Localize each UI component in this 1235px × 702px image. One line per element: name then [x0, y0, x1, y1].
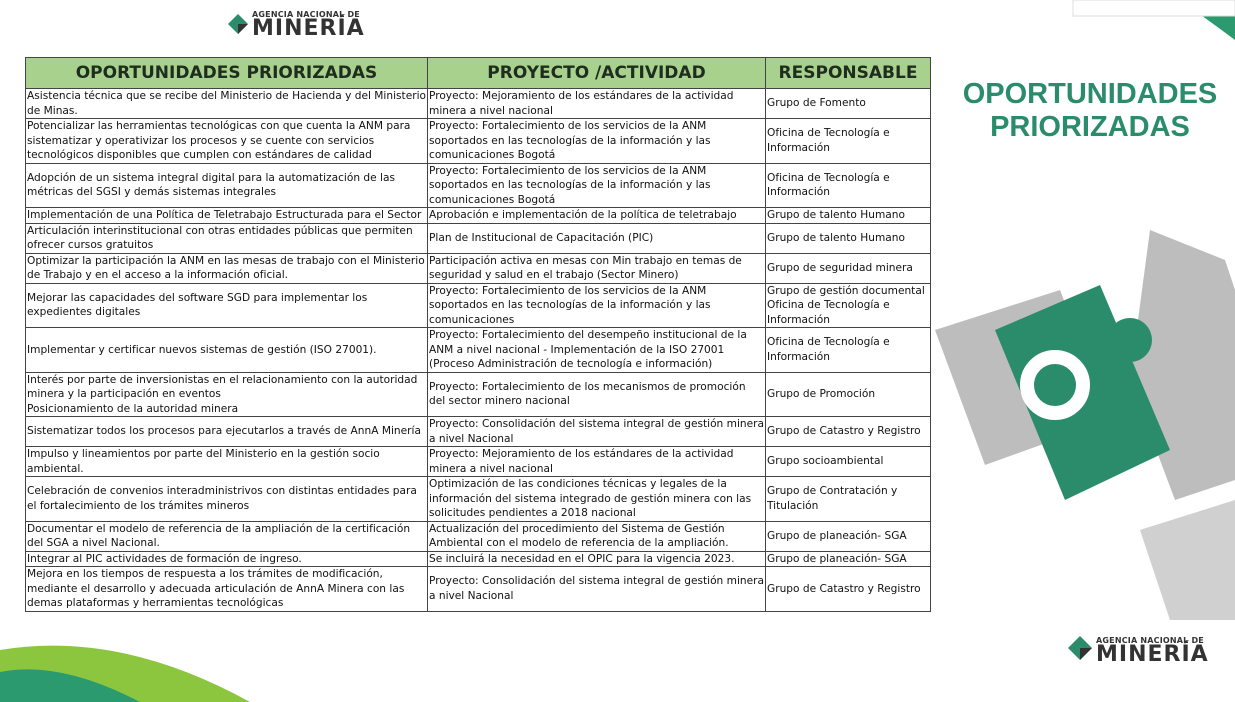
table-cell: Aprobación e implementación de la políti… [427, 207, 766, 224]
logo-line: MINERÍA [252, 16, 365, 41]
table-cell: Impulso y lineamientos por parte del Min… [25, 446, 428, 477]
table-cell: Documentar el modelo de referencia de la… [25, 520, 428, 552]
table-cell: Grupo de Promoción [765, 371, 931, 417]
table-cell: Implementación de una Política de Teletr… [25, 207, 428, 224]
puzzle-knob [1108, 318, 1152, 362]
table-cell: Proyecto: Fortalecimiento de los mecanis… [427, 371, 766, 417]
table-cell: Plan de Institucional de Capacitación (P… [427, 222, 766, 254]
table-cell: Implementar y certificar nuevos sistemas… [25, 327, 428, 373]
table-cell: Grupo de talento Humano [765, 207, 931, 224]
column-header: PROYECTO /ACTIVIDAD [427, 57, 766, 89]
table-row: Sistematizar todos los procesos para eje… [25, 416, 931, 447]
table-cell: Proyecto: Consolidación del sistema inte… [427, 416, 766, 447]
table-row: Mejora en los tiempos de respuesta a los… [25, 566, 931, 612]
table-cell: Grupo de talento Humano [765, 222, 931, 254]
table-cell: Sistematizar todos los procesos para eje… [25, 416, 428, 447]
logo-text: AGENCIA NACIONAL DE MINERÍA [1096, 636, 1209, 667]
table-cell: Grupo de Fomento [765, 88, 931, 119]
bottom-blob-inner [0, 669, 140, 702]
logo-text: AGENCIA NACIONAL DE MINERÍA [252, 10, 365, 41]
table-body: Asistencia técnica que se recibe del Min… [25, 88, 931, 612]
table-cell: Grupo de gestión documental Oficina de T… [765, 282, 931, 328]
column-header: OPORTUNIDADES PRIORIZADAS [25, 57, 428, 89]
header-row: OPORTUNIDADES PRIORIZADAS PROYECTO /ACTIV… [25, 57, 931, 89]
table-row: Optimizar la participación la ANM en las… [25, 252, 931, 284]
table-row: Documentar el modelo de referencia de la… [25, 520, 931, 552]
table-cell: Proyecto: Mejoramiento de los estándares… [427, 446, 766, 477]
table-cell: Adopción de un sistema integral digital … [25, 162, 428, 208]
table-cell: Grupo de planeación- SGA [765, 550, 931, 567]
table-row: Implementación de una Política de Teletr… [25, 207, 931, 224]
table-cell: Celebración de convenios interadministri… [25, 476, 428, 522]
side-title: OPORTUNIDADES PRIORIZADAS [962, 78, 1218, 143]
table-cell: Oficina de Tecnología e Información [765, 118, 931, 164]
table: OPORTUNIDADES PRIORIZADAS PROYECTO /ACTIV… [25, 57, 931, 612]
logo-line: AGENCIA NACIONAL DE [1096, 636, 1204, 645]
table-row: Asistencia técnica que se recibe del Min… [25, 88, 931, 119]
table-cell: Asistencia técnica que se recibe del Min… [25, 88, 428, 119]
table-cell: Proyecto: Fortalecimiento del desempeño … [427, 327, 766, 373]
puzzle-piece [1140, 500, 1235, 620]
tooltip-box [1072, 0, 1235, 17]
table-cell: Grupo de planeación- SGA [765, 520, 931, 552]
table-cell: Articulación interinstitucional con otra… [25, 222, 428, 254]
table-cell: Integrar al PIC actividades de formación… [25, 550, 428, 567]
table-cell: Oficina de Tecnología e Información [765, 162, 931, 208]
table-cell: Se incluirá la necesidad en el OPIC para… [427, 550, 766, 567]
table-row: Mejorar las capacidades del software SGD… [25, 282, 931, 328]
table-cell: Proyecto: Fortalecimiento de los servici… [427, 162, 766, 208]
logo-bottom: AGENCIA NACIONAL DE MINERÍA [1096, 636, 1209, 667]
table-cell: Proyecto: Fortalecimiento de los servici… [427, 282, 766, 328]
table-cell: Mejora en los tiempos de respuesta a los… [25, 566, 428, 612]
table-cell: Proyecto: Consolidación del sistema inte… [427, 566, 766, 612]
table-row: Celebración de convenios interadministri… [25, 476, 931, 522]
logo-line: AGENCIA NACIONAL DE [252, 10, 360, 19]
logo-icon [238, 24, 248, 34]
table-cell: Optimización de las condiciones técnicas… [427, 476, 766, 522]
table-cell: Participación activa en mesas con Min tr… [427, 252, 766, 284]
table-row: Adopción de un sistema integral digital … [25, 162, 931, 208]
table-cell: Proyecto: Fortalecimiento de los servici… [427, 118, 766, 164]
table-cell: Proyecto: Mejoramiento de los estándares… [427, 88, 766, 119]
table-row: Integrar al PIC actividades de formación… [25, 550, 931, 567]
table-cell: Optimizar la participación la ANM en las… [25, 252, 428, 284]
logo-icon [1080, 648, 1092, 660]
table-cell: Mejorar las capacidades del software SGD… [25, 282, 428, 328]
table-cell: Grupo de seguridad minera [765, 252, 931, 284]
puzzle-letter [1020, 350, 1090, 420]
column-header: RESPONSABLE [765, 57, 931, 89]
table-cell: Grupo de Catastro y Registro [765, 566, 931, 612]
table-row: Impulso y lineamientos por parte del Min… [25, 446, 931, 477]
table-row: Interés por parte de inversionistas en e… [25, 371, 931, 417]
table-cell: Grupo de Contratación y Titulación [765, 476, 931, 522]
table-cell: Actualización del procedimiento del Sist… [427, 520, 766, 552]
table-row: Articulación interinstitucional con otra… [25, 222, 931, 254]
table-row: Potencializar las herramientas tecnológi… [25, 118, 931, 164]
logo-line: MINERÍA [1096, 642, 1209, 667]
logo-top: AGENCIA NACIONAL DE MINERÍA [252, 10, 365, 41]
table-cell: Oficina de Tecnología e Información [765, 327, 931, 373]
table-cell: Potencializar las herramientas tecnológi… [25, 118, 428, 164]
table-row: Implementar y certificar nuevos sistemas… [25, 327, 931, 373]
table-cell: Grupo socioambiental [765, 446, 931, 477]
table-cell: Grupo de Catastro y Registro [765, 416, 931, 447]
table-cell: Interés por parte de inversionistas en e… [25, 371, 428, 417]
